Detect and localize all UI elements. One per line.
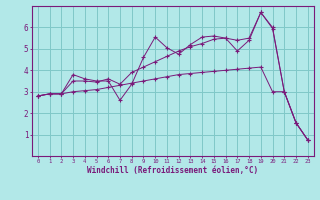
X-axis label: Windchill (Refroidissement éolien,°C): Windchill (Refroidissement éolien,°C) bbox=[87, 166, 258, 175]
